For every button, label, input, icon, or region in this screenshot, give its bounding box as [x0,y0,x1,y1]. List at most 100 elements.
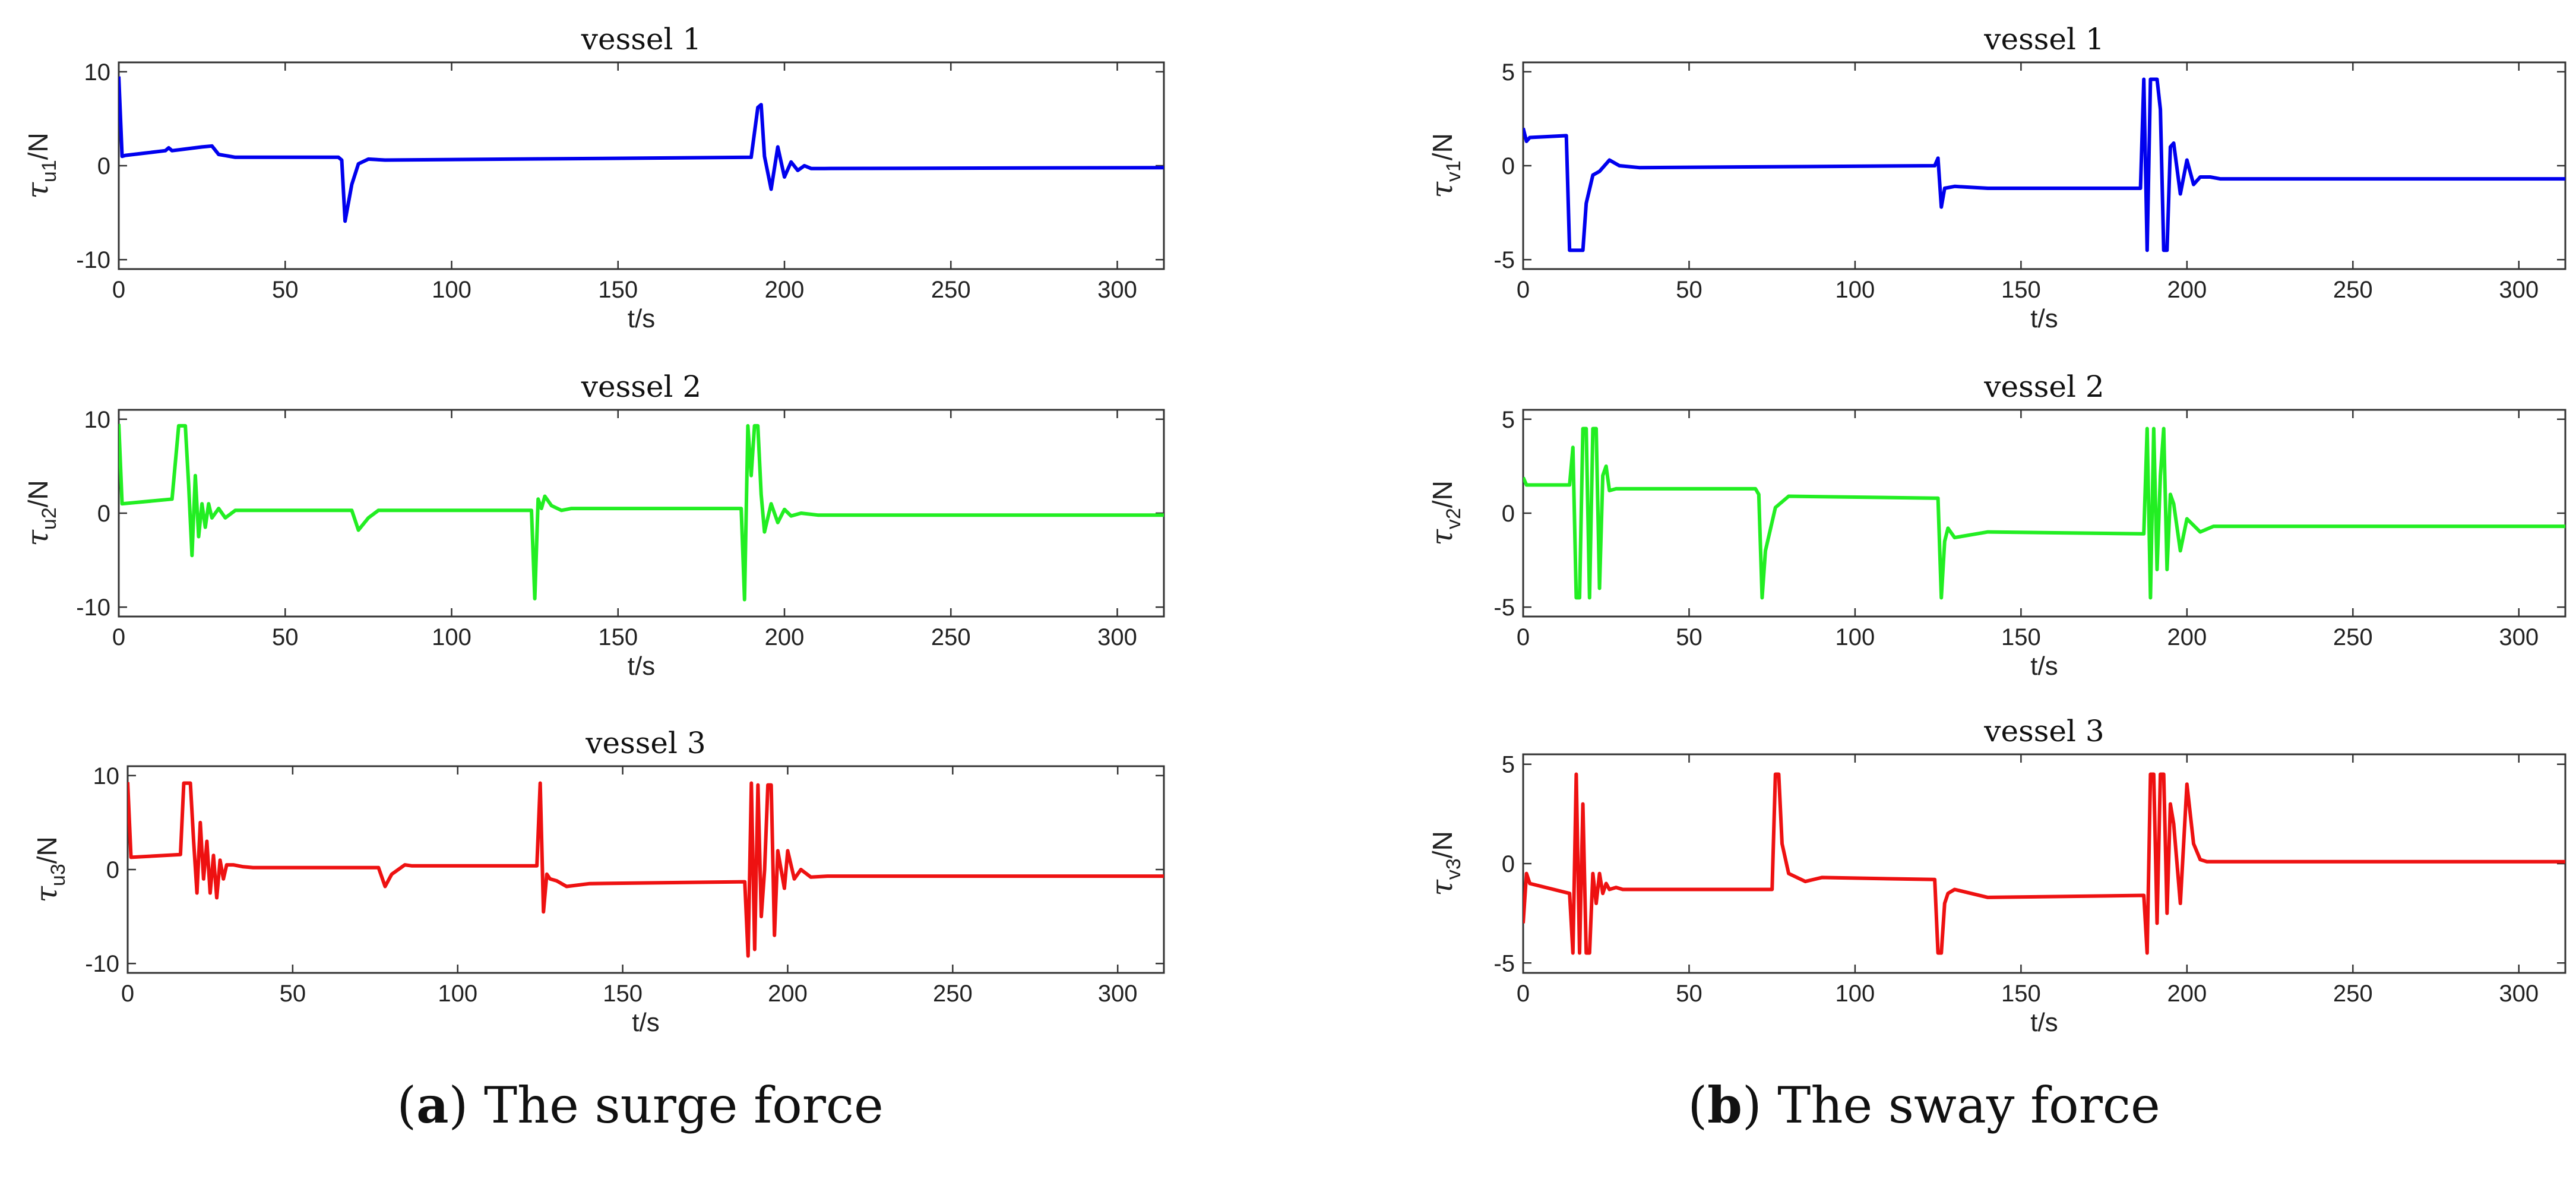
y-axis-label: τv3/N [1425,831,1465,896]
x-tick-label: 150 [598,277,638,303]
y-label-unit: /N [31,836,62,864]
x-tick-label: 150 [603,981,643,1007]
x-tick-label: 250 [933,981,973,1007]
plot-title: vessel 3 [1983,714,2104,748]
x-tick-label: 0 [1517,981,1530,1007]
x-tick-label: 50 [272,624,299,650]
y-tick-label: -10 [85,951,119,977]
y-tick-label: 0 [1502,851,1515,877]
caption-b: (b) The sway force [1688,1076,2160,1134]
series-line [1523,772,2565,955]
y-axis-label: τv2/N [1425,481,1465,546]
y-axis-label: τu1/N [20,132,61,199]
series-line [119,76,1164,223]
y-label-subscript: u1 [38,160,61,182]
y-label-symbol: τ [1425,879,1459,896]
x-tick-label: 300 [1098,981,1138,1007]
y-label-unit: /N [23,132,53,160]
axes-box [118,409,1165,618]
x-tick-label: 0 [1517,277,1530,303]
y-tick-label: 0 [1502,153,1515,179]
caption-a-text: The surge force [468,1076,883,1134]
x-axis-label: t/s [632,1008,659,1037]
x-tick-label: 50 [280,981,306,1007]
plot-title: vessel 3 [585,726,705,760]
series-line [1523,426,2565,600]
plot-title: vessel 1 [1983,22,2104,56]
y-label-symbol: τ [29,886,64,903]
x-tick-label: 150 [2001,624,2041,650]
plot-title: vessel 2 [581,369,701,404]
y-tick-label: 5 [1502,407,1515,433]
y-tick-label: 0 [1502,501,1515,527]
y-tick-label: -10 [76,247,110,273]
y-label-symbol: τ [1425,529,1459,546]
y-label-subscript: v2 [1442,508,1465,529]
y-axis-label: τu3/N [29,836,69,903]
x-tick-label: 150 [598,624,638,650]
x-tick-label: 250 [2333,981,2373,1007]
x-tick-label: 300 [2499,624,2539,650]
x-tick-label: 0 [1517,624,1530,650]
y-tick-label: 10 [84,59,111,86]
y-tick-label: 10 [93,763,120,789]
y-tick-label: 10 [84,407,111,433]
x-tick-label: 200 [765,277,805,303]
caption-a: (a) The surge force [397,1076,883,1134]
x-tick-label: 50 [1676,981,1702,1007]
series-line [119,423,1164,602]
y-axis-label: τu2/N [20,480,61,546]
y-tick-label: 0 [97,501,110,527]
caption-b-text: The sway force [1762,1076,2160,1134]
x-axis-label: t/s [628,304,655,333]
x-tick-label: 100 [1836,624,1875,650]
axes-box [118,61,1165,270]
y-label-symbol: τ [20,182,55,199]
x-tick-label: 150 [2001,981,2041,1007]
y-tick-label: 5 [1502,59,1515,86]
x-tick-label: 100 [432,624,471,650]
x-tick-label: 50 [1676,624,1702,650]
x-tick-label: 0 [112,624,125,650]
x-tick-label: 100 [1836,277,1875,303]
y-label-subscript: u2 [38,507,61,530]
y-tick-label: -10 [76,595,110,621]
x-tick-label: 50 [272,277,299,303]
y-label-symbol: τ [20,529,55,546]
x-tick-label: 100 [432,277,471,303]
x-tick-label: 250 [2333,624,2373,650]
series-line [1523,77,2565,252]
x-tick-label: 0 [112,277,125,303]
y-label-symbol: τ [1425,181,1459,198]
series-line [128,781,1164,958]
y-tick-label: 5 [1502,752,1515,778]
x-tick-label: 300 [1097,624,1137,650]
y-label-unit: /N [1427,831,1458,858]
x-tick-label: 50 [1676,277,1702,303]
x-tick-label: 300 [2499,981,2539,1007]
axes-box [1522,753,2566,974]
x-tick-label: 100 [1836,981,1875,1007]
x-axis-label: t/s [2030,304,2058,333]
y-tick-label: 0 [97,153,110,179]
y-label-subscript: u3 [47,864,69,886]
y-label-unit: /N [23,480,53,507]
y-axis-label: τv1/N [1425,133,1465,198]
axes-box [126,765,1165,974]
x-tick-label: 200 [2167,277,2207,303]
plot-title: vessel 2 [1983,369,2104,404]
x-tick-label: 0 [121,981,134,1007]
x-axis-label: t/s [2030,1008,2058,1037]
caption-a-letter: a [416,1076,448,1134]
x-tick-label: 100 [438,981,477,1007]
x-tick-label: 200 [768,981,808,1007]
x-tick-label: 250 [931,624,971,650]
x-axis-label: t/s [2030,652,2058,681]
